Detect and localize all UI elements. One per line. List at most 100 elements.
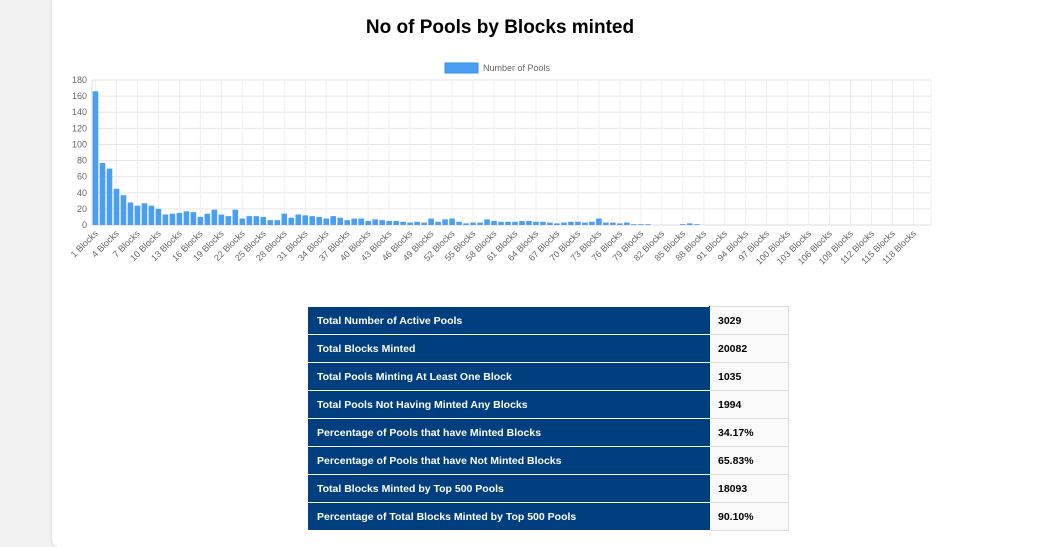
bar <box>596 218 602 225</box>
bar <box>372 219 378 225</box>
bar <box>686 223 693 225</box>
y-tick-label: 20 <box>77 204 87 214</box>
bar <box>113 188 120 225</box>
y-tick-label: 120 <box>72 123 87 133</box>
y-tick-label: 160 <box>72 91 87 101</box>
bar <box>204 213 211 225</box>
stat-label: Total Number of Active Pools <box>308 306 710 335</box>
stat-value: 65.83% <box>709 446 789 475</box>
table-row: Total Number of Active Pools 3029 <box>308 306 789 335</box>
bar <box>120 195 127 225</box>
stat-label: Total Blocks Minted <box>308 334 710 363</box>
bar <box>127 202 134 225</box>
bar <box>484 219 490 225</box>
bar <box>365 220 371 225</box>
bar <box>379 220 385 225</box>
bar <box>106 168 113 225</box>
bar <box>610 222 616 225</box>
bar <box>211 209 218 225</box>
table-row: Total Pools Not Having Minted Any Blocks… <box>308 390 789 419</box>
y-tick-label: 140 <box>72 107 87 117</box>
table-row: Total Blocks Minted 20082 <box>308 334 789 363</box>
bar <box>631 224 637 225</box>
y-tick-label: 0 <box>82 220 87 230</box>
bar <box>526 220 532 225</box>
table-row: Percentage of Pools that have Not Minted… <box>308 446 789 475</box>
y-tick-label: 80 <box>77 156 87 166</box>
bar <box>246 216 253 225</box>
bar <box>512 221 518 225</box>
bar <box>344 220 350 225</box>
bar <box>414 221 420 225</box>
bar <box>540 221 546 225</box>
bar <box>99 162 106 225</box>
bar <box>176 212 183 225</box>
bar <box>477 222 483 225</box>
bar <box>267 220 274 225</box>
stat-value: 90.10% <box>709 502 789 531</box>
bar <box>603 222 609 225</box>
stat-label: Percentage of Pools that have Minted Blo… <box>308 418 710 447</box>
bar <box>92 91 99 226</box>
table-row: Percentage of Total Blocks Minted by Top… <box>308 502 789 531</box>
bar <box>309 216 316 225</box>
bar <box>274 220 281 225</box>
bar <box>218 214 225 225</box>
bar <box>638 224 644 225</box>
stat-label: Total Blocks Minted by Top 500 Pools <box>308 474 710 503</box>
table-row: Total Pools Minting At Least One Block 10… <box>308 362 789 391</box>
bar <box>589 221 595 225</box>
bar <box>693 224 700 225</box>
bar <box>435 221 441 225</box>
y-tick-label: 60 <box>77 172 87 182</box>
bar <box>134 205 141 225</box>
bar <box>386 220 392 225</box>
bar <box>260 216 267 225</box>
bar <box>400 221 406 225</box>
table-row: Percentage of Pools that have Minted Blo… <box>308 418 789 447</box>
legend-label: Number of Pools <box>483 63 551 73</box>
bar <box>449 218 455 225</box>
bar <box>442 219 448 225</box>
bar <box>575 221 581 225</box>
stat-label: Percentage of Pools that have Not Minted… <box>308 446 710 475</box>
bar <box>281 213 288 225</box>
bar <box>491 220 497 225</box>
bar <box>645 224 651 225</box>
bar <box>519 220 525 225</box>
bar <box>239 218 246 225</box>
bar <box>428 218 434 225</box>
bar <box>197 216 204 225</box>
bar <box>162 214 169 225</box>
bar <box>169 213 176 225</box>
bar <box>232 209 239 225</box>
bar <box>463 223 469 225</box>
chart-title: No of Pools by Blocks minted <box>365 17 635 38</box>
bar <box>679 224 686 225</box>
bar <box>190 212 197 225</box>
stat-value: 18093 <box>709 474 789 503</box>
stat-value: 34.17% <box>709 418 789 447</box>
bar <box>456 221 462 225</box>
bar <box>407 222 413 225</box>
bar <box>617 223 623 225</box>
stat-value: 20082 <box>709 334 789 363</box>
stat-label: Total Pools Minting At Least One Block <box>308 362 710 391</box>
bar <box>624 222 630 225</box>
bar <box>554 223 560 225</box>
stat-value: 1994 <box>709 390 789 419</box>
stat-value: 3029 <box>709 306 789 335</box>
stat-label: Percentage of Total Blocks Minted by Top… <box>308 502 710 531</box>
y-tick-label: 100 <box>72 139 87 149</box>
stats-table: Total Number of Active Pools 3029 Total Bl… <box>308 306 789 531</box>
bar <box>225 216 232 225</box>
bar <box>330 216 337 225</box>
bar <box>470 222 476 225</box>
bar <box>393 220 399 225</box>
bar <box>141 203 148 225</box>
bar <box>421 222 427 225</box>
bar <box>561 222 567 225</box>
y-tick-label: 40 <box>77 188 87 198</box>
stat-value: 1035 <box>709 362 789 391</box>
